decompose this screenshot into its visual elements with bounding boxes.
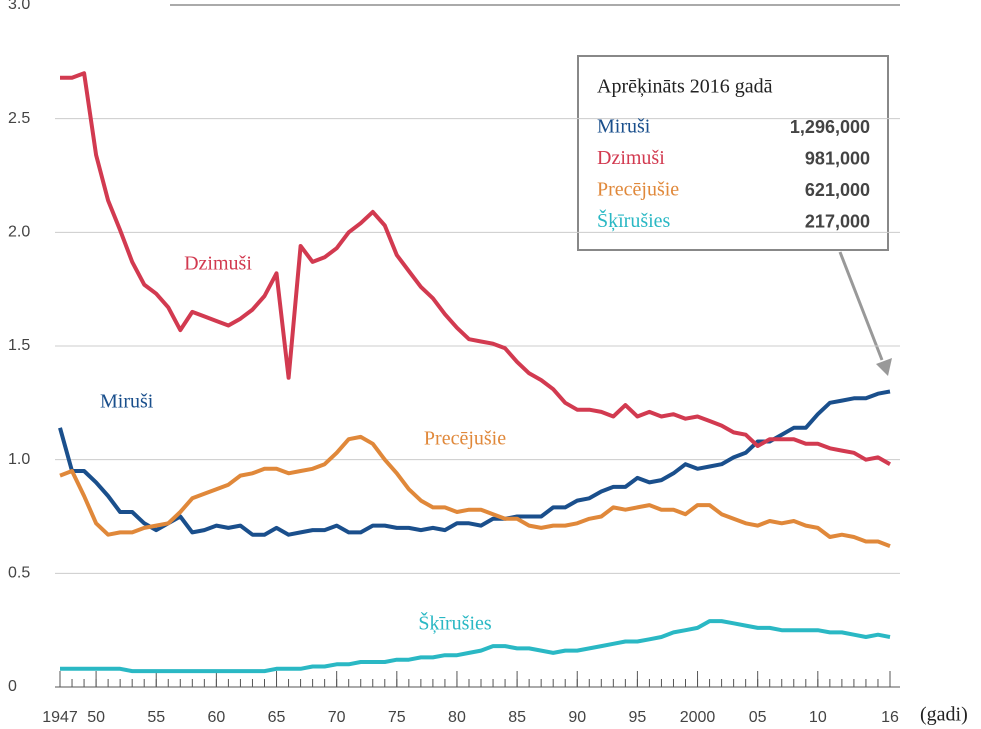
series-line <box>59 434 891 548</box>
x-tick-label: 90 <box>568 709 586 726</box>
series-label: Šķīrušies <box>418 611 492 635</box>
y-tick-label: 0.5 <box>8 565 30 582</box>
x-tick-label: 95 <box>628 709 646 726</box>
arrow <box>838 251 884 361</box>
series-label: Precējušie <box>424 428 506 450</box>
x-tick-label: 85 <box>508 709 526 726</box>
y-tick-label: 3.0 <box>8 0 30 13</box>
x-tick-label: 60 <box>207 709 225 726</box>
legend-title: Aprēķināts 2016 gadā <box>597 76 773 98</box>
x-axis-label: (gadi) <box>920 704 968 726</box>
x-tick-label: 2000 <box>680 709 716 726</box>
x-tick-label: 16 <box>881 709 899 726</box>
x-tick-label: 50 <box>87 709 105 726</box>
x-tick-label: 80 <box>448 709 466 726</box>
y-tick-label: 1.0 <box>8 451 30 468</box>
series-line <box>58 389 891 537</box>
series-label: Dzimuši <box>184 253 252 275</box>
y-tick-label: 1.5 <box>8 337 30 354</box>
legend-entry: Šķīrušies <box>597 208 671 232</box>
legend-box <box>577 55 889 251</box>
series-label: Miruši <box>100 391 154 413</box>
series-line <box>60 619 891 674</box>
legend-entry: Dzimuši <box>597 147 665 169</box>
legend-entry: Miruši <box>597 116 651 138</box>
x-tick-label: 05 <box>749 709 767 726</box>
y-tick-label: 2.5 <box>8 110 30 127</box>
x-tick-label: 65 <box>268 709 286 726</box>
arrow-head <box>876 358 892 376</box>
x-tick-label: 55 <box>147 709 165 726</box>
legend-value: 621,000 <box>805 180 870 200</box>
y-tick-label: 0 <box>8 678 17 695</box>
x-tick-label: 10 <box>809 709 827 726</box>
series-line <box>60 71 891 466</box>
y-tick-label: 2.0 <box>8 224 30 241</box>
x-tick-label: 1947 <box>42 709 78 726</box>
legend-entry: Precējušie <box>597 179 679 201</box>
legend-value: 981,000 <box>805 148 870 168</box>
x-tick-label: 75 <box>388 709 406 726</box>
legend-value: 217,000 <box>805 211 870 231</box>
x-tick-label: 70 <box>328 709 346 726</box>
legend-value: 1,296,000 <box>790 117 870 137</box>
